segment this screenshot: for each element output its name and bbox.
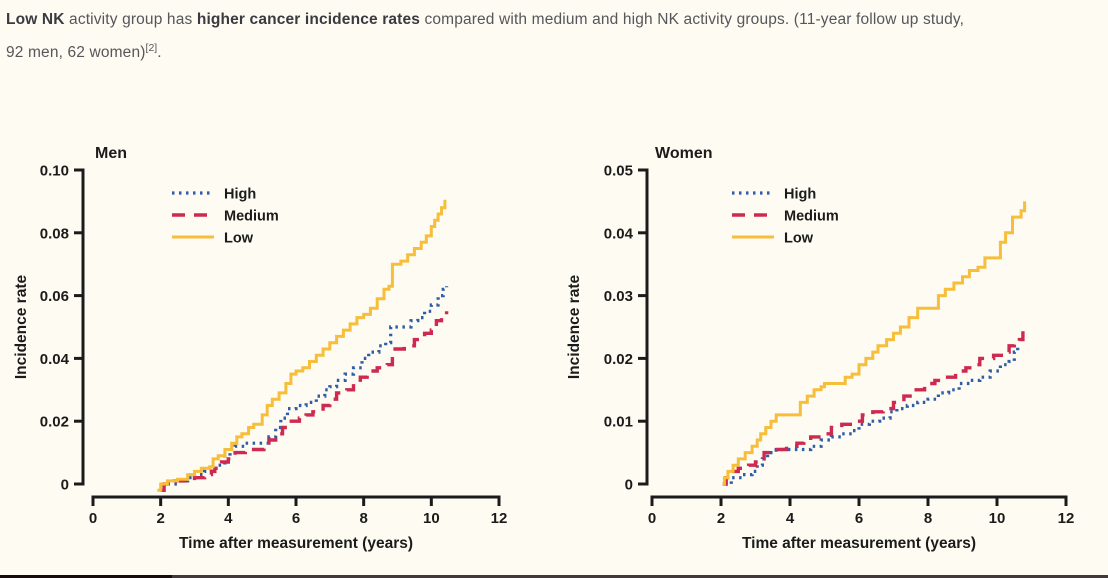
legend-item-low: Low xyxy=(732,231,814,247)
women-chart: 0 0.01 0.02 0.03 0.04 0.05 0 2 4 6 8 10 12 Women Time … xyxy=(566,145,1075,552)
caption-segment: 92 men, 62 women) xyxy=(6,44,146,61)
series-line-low xyxy=(157,199,447,492)
x-tick-label: 6 xyxy=(855,510,863,527)
y-tick-label: 0 xyxy=(61,477,69,494)
caption-segment: compared with medium and high NK activit… xyxy=(420,11,965,28)
chart-title: Women xyxy=(655,145,712,162)
x-tick-label: 2 xyxy=(156,510,164,527)
legend: High Medium Low xyxy=(732,187,839,247)
y-tick-label: 0.02 xyxy=(604,351,633,368)
y-axis xyxy=(74,168,85,486)
legend-label: Low xyxy=(224,231,254,247)
caption-bold-segment: Low NK xyxy=(6,11,65,28)
legend-item-high: High xyxy=(732,187,816,203)
y-tick-label: 0.04 xyxy=(604,225,634,242)
series-line-high xyxy=(167,286,449,486)
x-tick-label: 4 xyxy=(224,510,233,527)
x-tick-label: 8 xyxy=(924,510,932,527)
x-tick-label: 0 xyxy=(648,510,656,527)
series-line-medium xyxy=(160,311,449,492)
legend-label: Medium xyxy=(224,209,279,225)
legend: High Medium Low xyxy=(172,187,279,247)
x-axis-label: Time after measurement (years) xyxy=(742,535,976,552)
y-tick-label: 0.05 xyxy=(604,163,633,180)
x-axis xyxy=(650,495,1068,506)
chart-title: Men xyxy=(95,145,127,162)
x-tick-label: 6 xyxy=(292,510,300,527)
legend-item-medium: Medium xyxy=(172,209,279,225)
men-chart: 0 0.02 0.04 0.06 0.08 0.10 0 2 4 6 8 10 12 Men Time af… xyxy=(13,145,508,552)
x-tick-label: 10 xyxy=(989,510,1006,527)
legend-item-medium: Medium xyxy=(732,209,839,225)
y-tick-label: 0.06 xyxy=(40,288,69,305)
y-tick-label: 0.08 xyxy=(40,225,69,242)
x-tick-label: 2 xyxy=(717,510,725,527)
caption-bold-segment: higher cancer incidence rates xyxy=(196,11,420,28)
legend-item-high: High xyxy=(172,187,256,203)
y-axis xyxy=(638,168,649,486)
legend-item-low: Low xyxy=(172,231,254,247)
caption-segment: activity group has xyxy=(64,11,197,28)
x-axis-label: Time after measurement (years) xyxy=(179,535,413,552)
series-line-high xyxy=(724,345,1020,486)
legend-label: High xyxy=(224,187,256,203)
bottom-divider xyxy=(0,575,1108,578)
caption: Low NK activity group has higher cancer … xyxy=(0,0,1108,71)
bottom-divider-dark-segment xyxy=(0,575,172,578)
x-tick-label: 10 xyxy=(423,510,440,527)
x-tick-label: 8 xyxy=(359,510,367,527)
legend-label: Low xyxy=(784,231,814,247)
caption-segment: . xyxy=(157,44,162,61)
legend-label: Medium xyxy=(784,209,839,225)
caption-line: Low NK activity group has higher cancer … xyxy=(6,3,1102,36)
series-line-low xyxy=(722,201,1027,486)
x-tick-label: 12 xyxy=(491,510,508,527)
caption-line: 92 men, 62 women)[2]. xyxy=(6,36,1102,71)
x-tick-label: 12 xyxy=(1058,510,1075,527)
y-axis-label: Incidence rate xyxy=(13,275,30,380)
x-tick-label: 4 xyxy=(786,510,795,527)
y-tick-label: 0.01 xyxy=(604,414,633,431)
x-tick-label: 0 xyxy=(89,510,97,527)
x-axis xyxy=(91,495,501,506)
y-tick-label: 0 xyxy=(625,477,633,494)
y-axis-label: Incidence rate xyxy=(566,275,583,380)
charts-row: 0 0.02 0.04 0.06 0.08 0.10 0 2 4 6 8 10 12 Men Time af… xyxy=(0,128,1108,578)
y-tick-label: 0.10 xyxy=(40,163,69,180)
legend-label: High xyxy=(784,187,816,203)
y-tick-label: 0.04 xyxy=(40,351,70,368)
caption-reference-marker: [2] xyxy=(145,42,158,54)
y-tick-label: 0.02 xyxy=(40,414,69,431)
y-tick-label: 0.03 xyxy=(604,288,633,305)
